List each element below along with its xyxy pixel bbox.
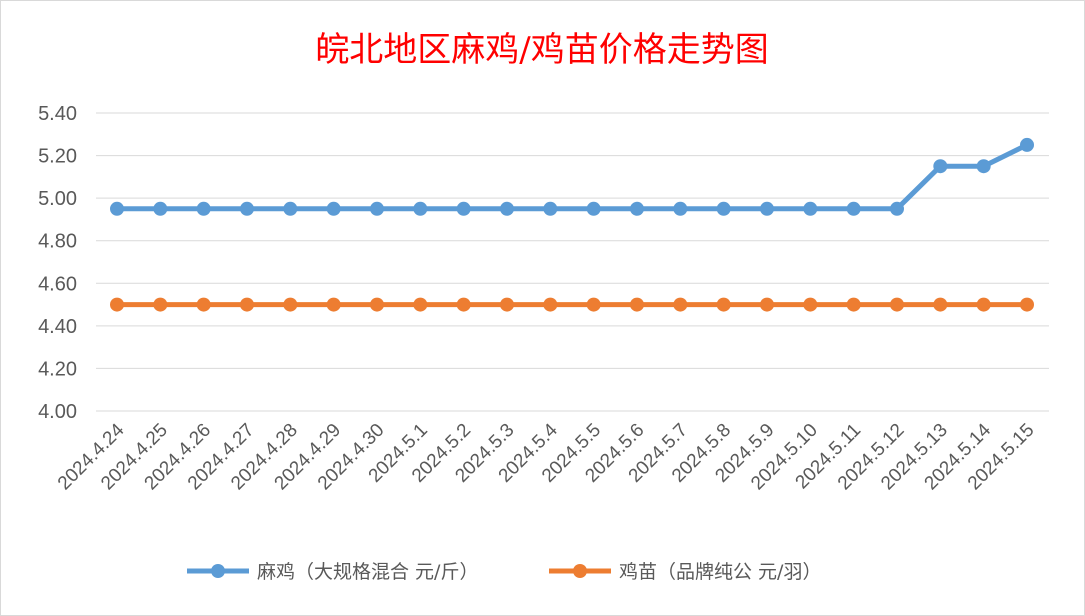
data-point: [586, 297, 601, 312]
data-point: [196, 201, 211, 216]
data-point: [630, 201, 644, 216]
data-point: [933, 159, 948, 174]
data-point: [760, 297, 774, 312]
data-point: [630, 297, 644, 312]
legend-item: 麻鸡（大规格混合 元/斤）: [187, 561, 478, 583]
data-point: [1020, 297, 1034, 312]
series-1: [110, 137, 1034, 216]
series-2: [110, 297, 1034, 312]
data-point: [976, 159, 991, 174]
data-point: [673, 297, 688, 312]
data-point: [846, 201, 861, 216]
data-point: [803, 201, 818, 216]
data-point: [413, 201, 428, 216]
series-lines: [110, 137, 1034, 312]
series-line: [114, 142, 1030, 212]
data-point: [153, 297, 168, 312]
data-point: [413, 297, 428, 312]
data-point: [370, 297, 384, 312]
data-point: [283, 201, 298, 216]
legend-swatch-marker: [211, 564, 225, 578]
data-point: [543, 201, 558, 216]
y-tick-label: 4.80: [38, 231, 77, 253]
legend-label: 麻鸡（大规格混合 元/斤）: [257, 561, 478, 583]
data-point: [326, 297, 341, 312]
y-tick-label: 5.20: [38, 146, 77, 168]
y-tick-label: 5.40: [38, 103, 77, 125]
data-point: [890, 297, 904, 312]
grid: [96, 112, 1049, 412]
data-point: [456, 201, 471, 216]
data-point: [110, 297, 124, 312]
chart-title: 皖北地区麻鸡/鸡苗价格走势图: [315, 30, 768, 70]
data-point: [153, 201, 168, 216]
legend-label: 鸡苗（品牌纯公 元/羽）: [619, 561, 821, 583]
data-point: [586, 201, 601, 216]
data-point: [370, 201, 384, 216]
data-point: [976, 297, 991, 312]
data-point: [673, 201, 688, 216]
y-tick-label: 4.40: [38, 316, 77, 338]
data-point: [456, 297, 471, 312]
data-point: [846, 297, 861, 312]
data-point: [716, 201, 731, 216]
data-point: [326, 201, 341, 216]
data-point: [890, 201, 904, 216]
data-point: [933, 297, 948, 312]
y-tick-label: 4.20: [38, 358, 77, 380]
data-point: [803, 297, 818, 312]
data-point: [240, 201, 254, 216]
y-tick-label: 4.60: [38, 273, 77, 295]
legend: 麻鸡（大规格混合 元/斤） 鸡苗（品牌纯公 元/羽）: [187, 561, 821, 583]
data-point: [760, 201, 774, 216]
data-point: [500, 201, 514, 216]
y-axis-ticks: 4.00 4.20 4.40 4.60 4.80 5.00 5.20 5.40: [38, 103, 77, 423]
legend-item: 鸡苗（品牌纯公 元/羽）: [549, 561, 821, 583]
y-tick-label: 5.00: [38, 188, 77, 210]
data-point: [196, 297, 211, 312]
data-point: [283, 297, 298, 312]
data-point: [110, 201, 124, 216]
x-axis-ticks: 2024.4.242024.4.252024.4.262024.4.272024…: [54, 419, 1039, 494]
data-point: [240, 297, 254, 312]
data-point: [500, 297, 514, 312]
y-tick-label: 4.00: [38, 401, 77, 423]
data-point: [543, 297, 558, 312]
data-point: [716, 297, 731, 312]
legend-swatch-marker: [573, 564, 587, 578]
data-point: [1020, 137, 1034, 152]
